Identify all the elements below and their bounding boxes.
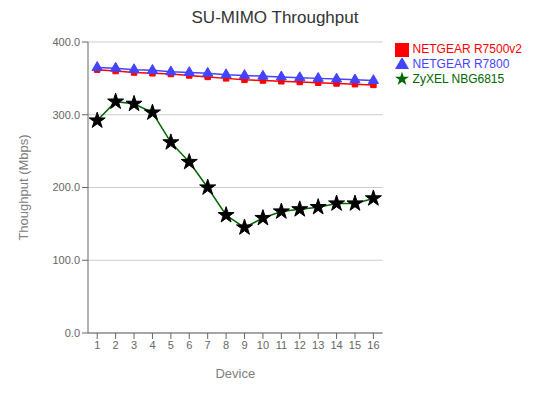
svg-text:16: 16	[367, 339, 379, 351]
svg-text:0.0: 0.0	[65, 327, 80, 339]
html-text:NETGEAR R7500v2: NETGEAR R7500v2	[412, 42, 522, 56]
svg-text:14: 14	[330, 339, 342, 351]
svg-text:8: 8	[223, 339, 229, 351]
svg-text:12: 12	[294, 339, 306, 351]
svg-text:10: 10	[257, 339, 269, 351]
svg-text:2: 2	[113, 339, 119, 351]
html-text:SU-MIMO Throughput: SU-MIMO Throughput	[191, 8, 359, 27]
svg-text:11: 11	[276, 339, 287, 351]
svg-text:Device: Device	[215, 366, 255, 381]
svg-text:400.0: 400.0	[52, 36, 80, 48]
svg-text:15: 15	[349, 339, 361, 351]
svg-text:7: 7	[205, 339, 211, 351]
svg-text:6: 6	[186, 339, 192, 351]
html-text:NETGEAR R7800: NETGEAR R7800	[412, 56, 510, 71]
svg-text:9: 9	[241, 339, 247, 351]
svg-text:300.0: 300.0	[52, 109, 80, 121]
svg-text:4: 4	[149, 339, 155, 351]
svg-text:1: 1	[94, 339, 100, 351]
svg-text:5: 5	[168, 339, 174, 351]
svg-text:3: 3	[131, 339, 137, 351]
svg-text:13: 13	[312, 339, 324, 351]
svg-text:Thoughput (Mbps): Thoughput (Mbps)	[16, 134, 31, 240]
svg-text:100.0: 100.0	[52, 254, 80, 266]
svg-text:200.0: 200.0	[52, 181, 80, 193]
html-text:ZyXEL NBG6815: ZyXEL NBG6815	[412, 71, 505, 86]
